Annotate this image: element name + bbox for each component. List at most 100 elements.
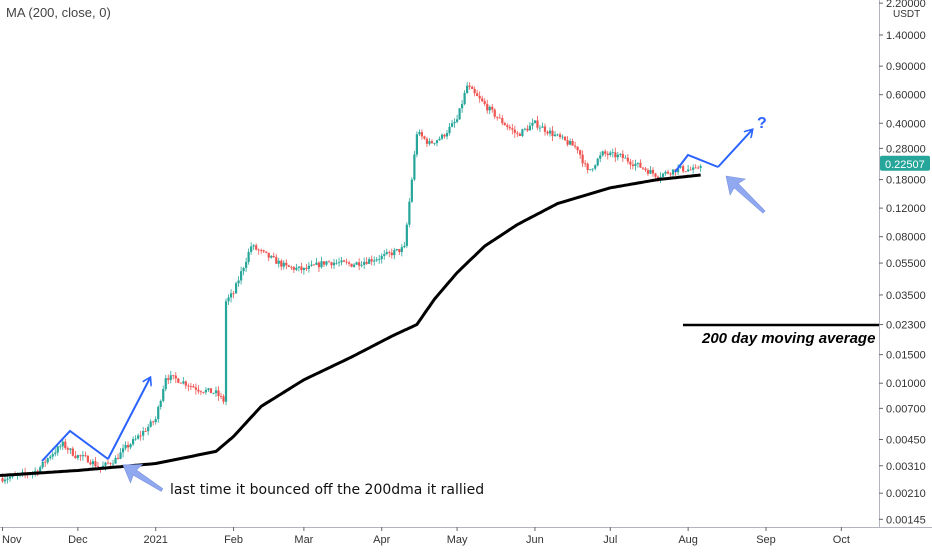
candle bbox=[533, 120, 537, 124]
candle bbox=[44, 458, 47, 468]
candle bbox=[679, 165, 682, 169]
candle bbox=[54, 448, 57, 457]
candle bbox=[616, 151, 619, 161]
question-mark: ? bbox=[757, 115, 767, 132]
candle bbox=[315, 258, 318, 266]
candle bbox=[481, 95, 484, 103]
candle bbox=[664, 170, 667, 176]
candle bbox=[89, 459, 92, 466]
x-tick-label: Feb bbox=[224, 534, 243, 546]
candle bbox=[471, 85, 474, 90]
candle bbox=[641, 167, 645, 171]
candle bbox=[174, 372, 177, 384]
candle bbox=[277, 257, 280, 268]
candle bbox=[433, 142, 436, 146]
candle bbox=[219, 392, 223, 400]
candle bbox=[332, 258, 336, 269]
candle bbox=[699, 164, 702, 172]
last-price-tag bbox=[880, 155, 930, 171]
y-tick-label: 0.00700 bbox=[886, 403, 926, 415]
pattern-line-right bbox=[674, 153, 719, 173]
pattern-line-left bbox=[41, 429, 109, 462]
candle bbox=[521, 128, 524, 138]
candle bbox=[252, 243, 255, 250]
candle bbox=[543, 123, 547, 136]
candle bbox=[327, 260, 331, 263]
candle bbox=[224, 298, 228, 406]
candle bbox=[149, 419, 152, 428]
candle bbox=[162, 385, 165, 403]
candle bbox=[511, 124, 514, 135]
candle bbox=[601, 150, 604, 157]
candle bbox=[330, 261, 333, 269]
candle bbox=[365, 257, 368, 265]
currency-label: USDT bbox=[893, 9, 920, 20]
candle bbox=[51, 451, 54, 460]
candle bbox=[59, 443, 62, 450]
candle bbox=[443, 133, 446, 139]
candle bbox=[79, 454, 82, 461]
candle bbox=[345, 258, 348, 265]
rally-arrow-right bbox=[717, 130, 752, 168]
candle bbox=[574, 141, 577, 149]
candle bbox=[440, 133, 444, 141]
y-tick-label: 0.05500 bbox=[886, 258, 926, 270]
candle bbox=[636, 162, 640, 168]
candle bbox=[295, 263, 298, 272]
candle bbox=[430, 139, 434, 144]
candle bbox=[358, 258, 361, 271]
x-tick-label: Apr bbox=[373, 534, 390, 546]
candle bbox=[255, 243, 258, 251]
candle bbox=[114, 455, 117, 464]
candle bbox=[563, 136, 567, 142]
candle bbox=[46, 457, 49, 465]
x-tick-label: Sep bbox=[756, 534, 776, 546]
candle bbox=[320, 256, 323, 269]
candle bbox=[222, 394, 225, 405]
x-tick-label: Oct bbox=[833, 534, 850, 546]
candle bbox=[450, 119, 454, 128]
y-tick-label: 0.01500 bbox=[886, 350, 926, 362]
candle bbox=[551, 126, 554, 142]
x-tick-label: Dec bbox=[68, 534, 88, 546]
candle bbox=[227, 294, 230, 305]
candle bbox=[209, 388, 213, 394]
candle bbox=[689, 166, 692, 171]
candle bbox=[353, 263, 356, 268]
candle bbox=[594, 164, 597, 171]
candle bbox=[207, 387, 210, 392]
candle bbox=[604, 149, 607, 157]
candle bbox=[257, 248, 260, 255]
candle bbox=[121, 444, 125, 458]
candle bbox=[137, 433, 140, 440]
candle bbox=[398, 248, 401, 255]
bounce-note: last time it bounced off the 200dma it r… bbox=[170, 482, 484, 498]
candle bbox=[591, 168, 594, 172]
candle bbox=[556, 133, 559, 137]
candle bbox=[561, 134, 564, 140]
candle bbox=[576, 146, 579, 154]
candle bbox=[558, 132, 562, 140]
y-tick-label: 0.00450 bbox=[886, 434, 926, 446]
candle bbox=[682, 164, 685, 173]
pointer-arrow-left bbox=[122, 464, 164, 492]
candle bbox=[488, 105, 491, 115]
candle bbox=[297, 266, 300, 272]
candle bbox=[388, 250, 391, 258]
candle bbox=[553, 131, 557, 137]
y-tick-label: 0.90000 bbox=[886, 61, 926, 73]
candle bbox=[400, 244, 403, 257]
candle bbox=[624, 154, 627, 159]
candle bbox=[237, 276, 240, 287]
candle bbox=[478, 91, 481, 103]
candle bbox=[154, 416, 157, 425]
candle bbox=[84, 451, 87, 458]
x-tick-label: May bbox=[447, 534, 468, 546]
candle bbox=[214, 386, 218, 397]
candle bbox=[523, 127, 526, 131]
candle bbox=[280, 259, 283, 271]
candle bbox=[614, 147, 617, 162]
candle bbox=[629, 158, 632, 170]
candle bbox=[634, 159, 637, 171]
